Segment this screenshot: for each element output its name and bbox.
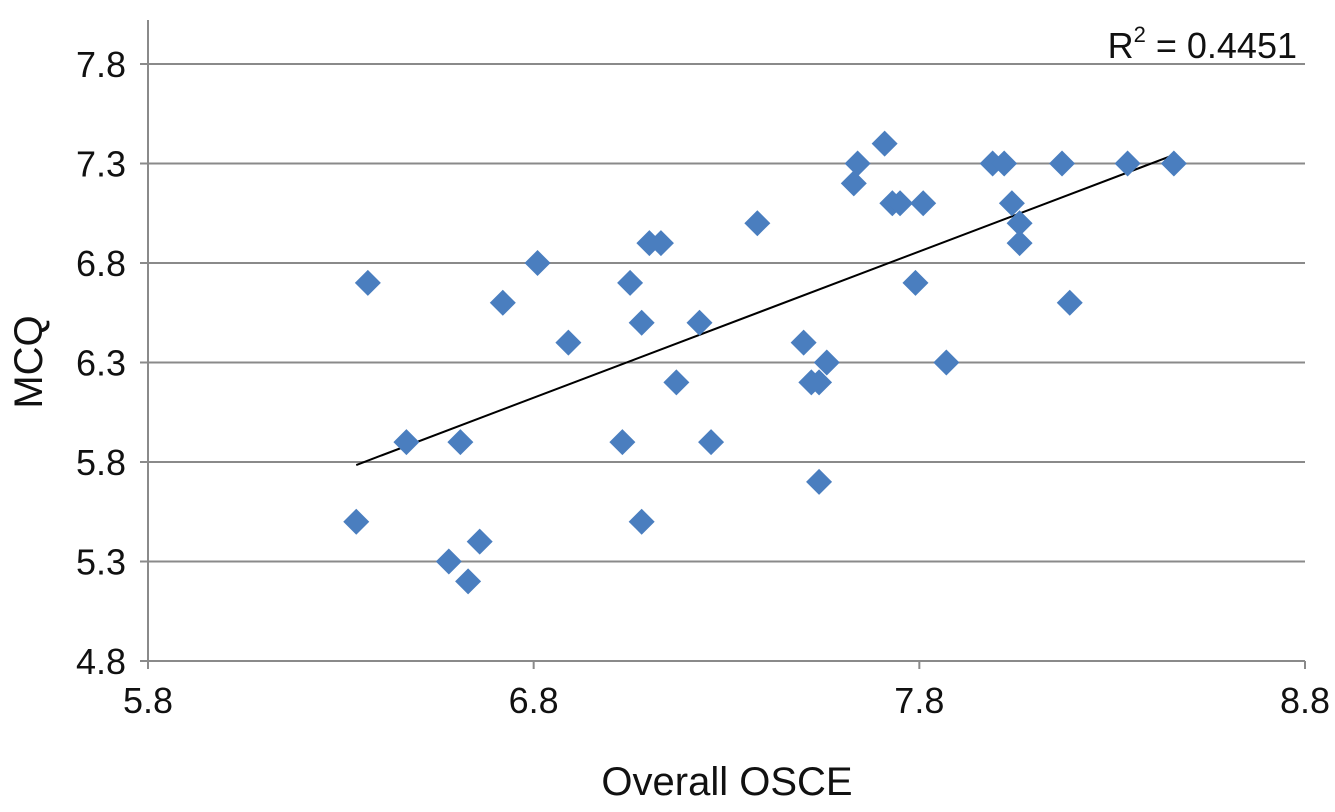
data-point (991, 150, 1018, 177)
y-tick-label: 6.8 (76, 243, 126, 284)
data-point (455, 568, 482, 595)
data-point (744, 210, 771, 237)
data-point (887, 190, 914, 217)
data-point (813, 349, 840, 376)
data-point (393, 429, 420, 456)
data-point (435, 548, 462, 575)
x-tick-label: 5.8 (123, 680, 173, 721)
y-axis-label: MCQ (7, 315, 51, 408)
data-point (844, 150, 871, 177)
data-point (609, 429, 636, 456)
data-point (1049, 150, 1076, 177)
data-point (1006, 230, 1033, 257)
data-point (1160, 150, 1187, 177)
y-tick-label: 7.3 (76, 144, 126, 185)
x-tick-label: 6.8 (509, 680, 559, 721)
data-point (806, 369, 833, 396)
gridlines (148, 63, 1305, 563)
data-point (489, 289, 516, 316)
data-point (617, 269, 644, 296)
data-point (343, 508, 370, 535)
x-tick-label: 8.8 (1280, 680, 1330, 721)
data-point (628, 309, 655, 336)
data-point (998, 190, 1025, 217)
data-point (790, 329, 817, 356)
y-tick-label: 5.3 (76, 542, 126, 583)
r-squared-annotation: R2 = 0.4451 (1108, 22, 1297, 66)
x-tick-label: 7.8 (894, 680, 944, 721)
data-point (1056, 289, 1083, 316)
data-point (902, 269, 929, 296)
data-point (1114, 150, 1141, 177)
data-point (840, 170, 867, 197)
trendline (355, 153, 1175, 466)
data-point (698, 429, 725, 456)
trendline-group (355, 153, 1175, 466)
data-point (663, 369, 690, 396)
data-point (910, 190, 937, 217)
y-tick-label: 7.8 (76, 44, 126, 85)
data-point (806, 468, 833, 495)
data-point (933, 349, 960, 376)
data-point (555, 329, 582, 356)
axes (140, 20, 1306, 669)
x-axis-label: Overall OSCE (601, 760, 852, 804)
y-tick-label: 5.8 (76, 442, 126, 483)
y-tick-label: 6.3 (76, 343, 126, 384)
data-point (1006, 210, 1033, 237)
data-point (628, 508, 655, 535)
data-points (343, 130, 1187, 595)
data-point (466, 528, 493, 555)
data-point (647, 230, 674, 257)
data-point (524, 250, 551, 276)
y-tick-label: 4.8 (76, 641, 126, 682)
data-point (871, 130, 898, 157)
data-point (447, 429, 474, 456)
data-point (686, 309, 713, 336)
data-point (354, 269, 381, 296)
tick-labels: 4.8 5.3 5.8 6.3 6.8 7.3 7.8 5.8 6.8 7.8 8.8 (76, 44, 1330, 721)
